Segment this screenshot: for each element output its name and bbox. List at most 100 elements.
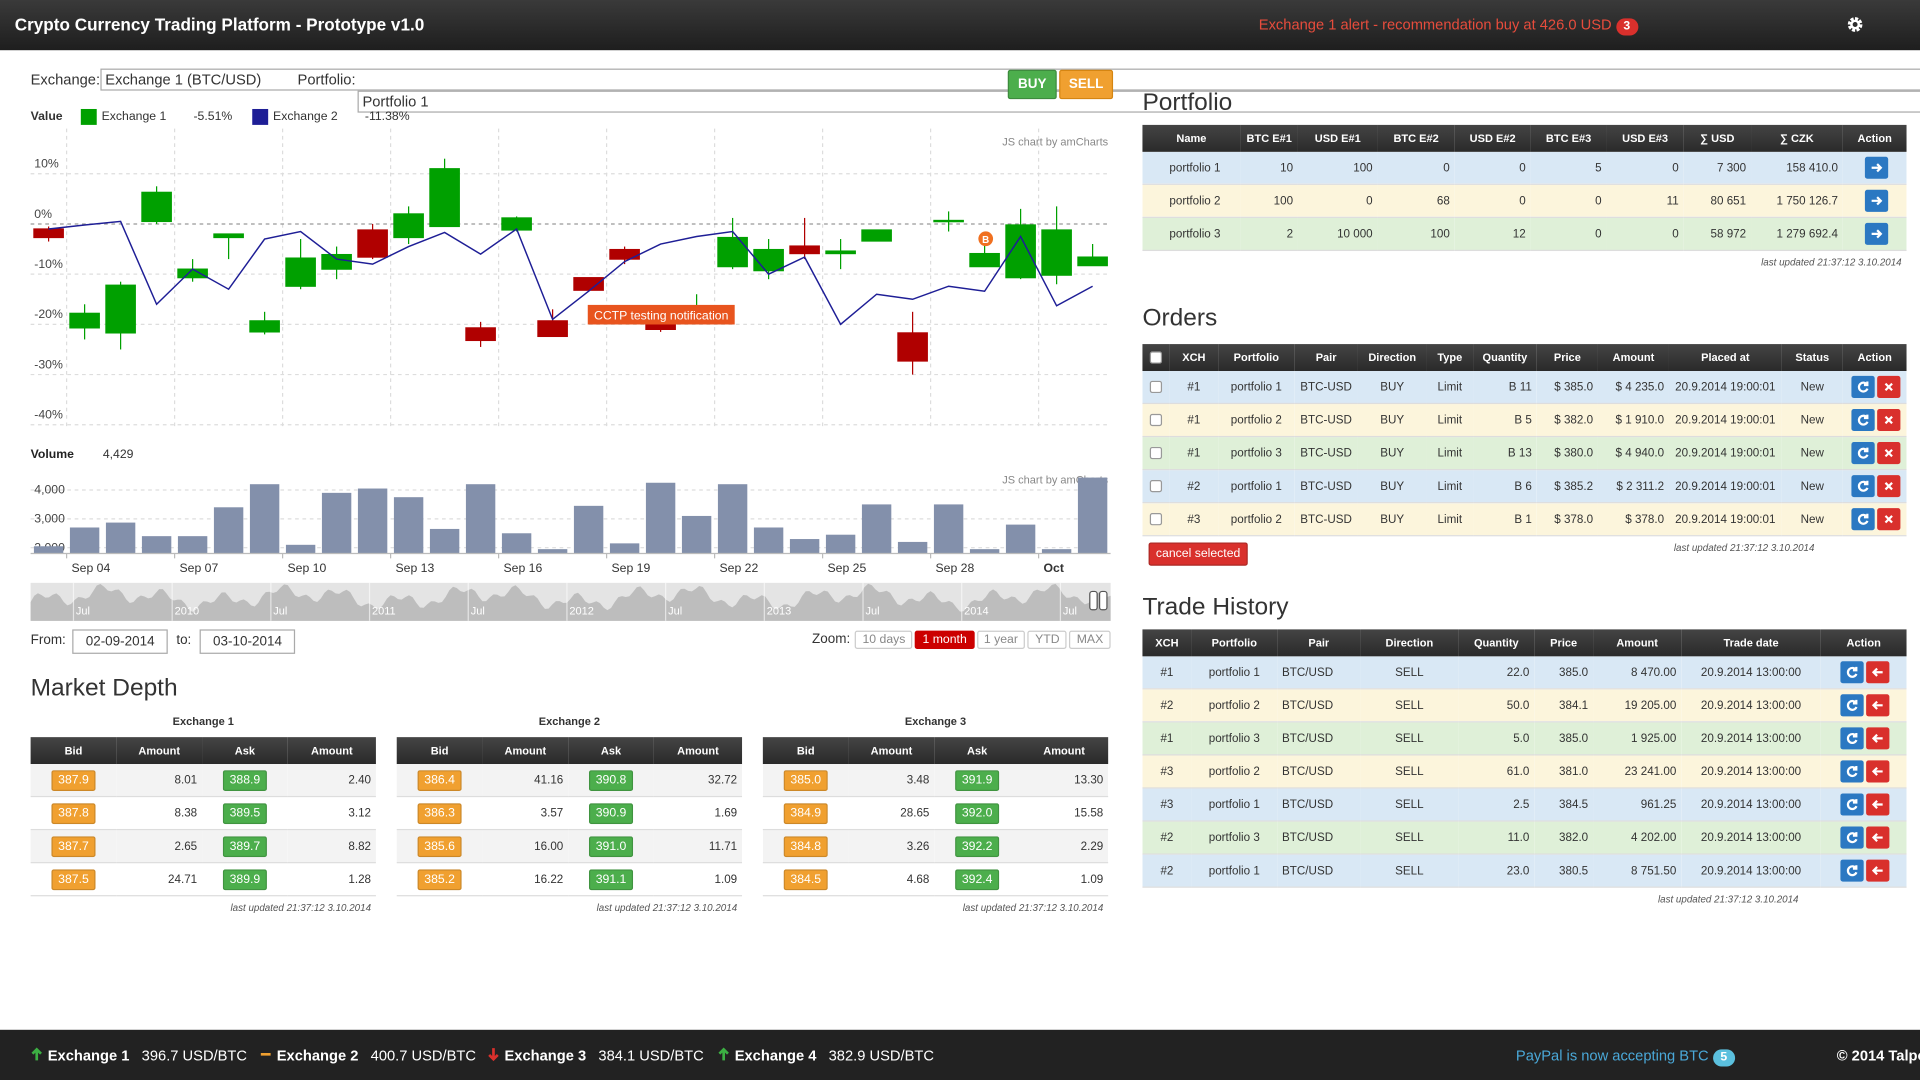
price-badge[interactable]: 390.8 — [589, 769, 633, 791]
icon-path[interactable] — [1884, 515, 1893, 524]
action-button[interactable] — [1877, 475, 1901, 498]
icon-path[interactable] — [1846, 799, 1858, 811]
action-icon[interactable] — [1840, 661, 1863, 683]
checkbox[interactable] — [1149, 446, 1163, 460]
price-badge[interactable]: 384.8 — [784, 835, 828, 857]
icon-path[interactable] — [1846, 699, 1858, 711]
action-icon[interactable] — [1840, 760, 1863, 782]
price-badge[interactable]: 387.9 — [52, 769, 95, 791]
action-icon[interactable] — [1840, 793, 1863, 815]
price-badge[interactable]: 386.3 — [418, 802, 462, 824]
checkbox[interactable] — [1149, 413, 1163, 427]
icon-path[interactable] — [1871, 196, 1882, 206]
icon-path[interactable] — [1857, 513, 1869, 525]
price-badge[interactable]: 387.5 — [52, 868, 95, 890]
price-badge[interactable]: 391.0 — [589, 835, 633, 857]
action-icon[interactable] — [1840, 860, 1863, 882]
action-icon[interactable] — [1851, 409, 1874, 431]
from-input[interactable]: 02-09-2014 — [72, 629, 169, 654]
action-icon[interactable] — [1866, 827, 1889, 849]
action-button[interactable] — [1866, 694, 1890, 717]
zoom-button[interactable]: 1 month — [915, 630, 975, 649]
action-button[interactable] — [1851, 508, 1875, 531]
action-icon[interactable] — [1840, 827, 1863, 849]
price-badge[interactable]: 387.7 — [52, 835, 95, 857]
action-button[interactable] — [1866, 826, 1890, 849]
zoom-button[interactable]: 10 days — [855, 630, 913, 649]
action-button[interactable] — [1877, 442, 1901, 465]
icon-path[interactable] — [1871, 733, 1883, 743]
action-icon[interactable] — [1851, 508, 1874, 530]
price-badge[interactable]: 389.9 — [223, 868, 267, 890]
action-button[interactable] — [1877, 508, 1901, 531]
action-button[interactable] — [1840, 859, 1864, 882]
icon-path[interactable] — [1884, 415, 1893, 425]
price-badge[interactable]: 384.5 — [784, 868, 828, 890]
action-icon[interactable] — [1851, 442, 1874, 464]
action-button[interactable] — [1840, 826, 1864, 849]
action-button[interactable] — [1864, 156, 1888, 179]
icon-path[interactable] — [1857, 447, 1869, 459]
price-badge[interactable]: 386.4 — [418, 769, 462, 791]
checkbox[interactable] — [1149, 380, 1163, 394]
icon-path[interactable] — [1846, 832, 1858, 844]
icon-path[interactable] — [1857, 381, 1869, 393]
price-badge[interactable]: 392.4 — [955, 868, 999, 890]
price-badge[interactable]: 390.9 — [589, 802, 633, 824]
checkbox[interactable] — [1149, 513, 1163, 526]
action-icon[interactable] — [1877, 442, 1900, 464]
action-button[interactable] — [1877, 375, 1901, 398]
sell-button[interactable]: SELL — [1059, 69, 1114, 100]
action-icon[interactable] — [1866, 661, 1889, 683]
action-icon[interactable] — [1866, 727, 1889, 749]
action-icon[interactable] — [1877, 376, 1900, 398]
navigator-handle[interactable] — [1098, 590, 1108, 611]
action-button[interactable] — [1866, 727, 1890, 750]
news-text[interactable]: PayPal is now accepting BTC — [1515, 1046, 1709, 1065]
checkbox[interactable] — [1149, 351, 1163, 365]
action-icon[interactable] — [1866, 860, 1889, 882]
news-count[interactable]: 5 — [1712, 1049, 1735, 1067]
action-button[interactable] — [1866, 793, 1890, 816]
price-badge[interactable]: 387.8 — [52, 802, 95, 824]
action-icon[interactable] — [1877, 409, 1900, 431]
action-icon[interactable] — [1840, 727, 1863, 749]
price-badge[interactable]: 385.2 — [418, 868, 462, 890]
action-button[interactable] — [1840, 694, 1864, 717]
action-button[interactable] — [1840, 727, 1864, 750]
alert-text[interactable]: Exchange 1 alert - recommendation buy at… — [1258, 15, 1612, 34]
alert-count[interactable]: 3 — [1615, 18, 1638, 36]
action-icon[interactable] — [1864, 190, 1887, 212]
price-badge[interactable]: 385.6 — [418, 835, 462, 857]
action-icon[interactable] — [1851, 376, 1874, 398]
news[interactable]: PayPal is now accepting BTC 5 — [1516, 1047, 1735, 1067]
icon-path[interactable] — [1857, 414, 1869, 426]
icon-path[interactable] — [1846, 766, 1858, 778]
action-button[interactable] — [1866, 661, 1890, 684]
price-badge[interactable]: 391.9 — [955, 769, 999, 791]
action-button[interactable] — [1840, 661, 1864, 684]
action-button[interactable] — [1851, 442, 1875, 465]
action-button[interactable] — [1840, 760, 1864, 783]
cancel-button[interactable]: cancel selected — [1148, 542, 1248, 566]
action-button[interactable] — [1851, 475, 1875, 498]
icon-path[interactable] — [1846, 732, 1858, 744]
portfolio-select[interactable]: Portfolio 1 — [357, 90, 1920, 113]
price-badge[interactable]: 384.9 — [784, 802, 828, 824]
icon-path[interactable] — [1871, 163, 1882, 173]
price-badge[interactable]: 389.7 — [223, 835, 267, 857]
zoom-button[interactable]: 1 year — [976, 630, 1026, 649]
action-icon[interactable] — [1864, 223, 1887, 245]
action-button[interactable] — [1864, 222, 1888, 245]
action-icon[interactable] — [1877, 508, 1900, 530]
settings-icon[interactable] — [1847, 16, 1864, 33]
buy-button[interactable]: BUY — [1007, 69, 1057, 100]
action-icon[interactable] — [1877, 475, 1900, 497]
icon-path[interactable] — [1884, 382, 1893, 392]
action-icon[interactable] — [1866, 760, 1889, 782]
action-icon[interactable] — [1840, 694, 1863, 716]
price-badge[interactable]: 385.0 — [784, 769, 828, 791]
icon-path[interactable] — [1871, 766, 1883, 776]
icon-path[interactable] — [1871, 667, 1883, 677]
icon-path[interactable] — [1871, 700, 1883, 710]
